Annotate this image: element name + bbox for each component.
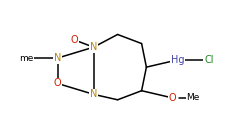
Text: Cl: Cl [204, 55, 214, 65]
Text: me: me [19, 54, 34, 63]
Text: O: O [71, 35, 78, 45]
Text: N: N [54, 53, 61, 63]
Text: N: N [90, 89, 97, 99]
Text: O: O [54, 78, 61, 89]
Text: N: N [90, 42, 97, 52]
Text: Hg: Hg [171, 55, 184, 65]
Text: Me: Me [186, 93, 200, 102]
Text: O: O [169, 93, 177, 103]
